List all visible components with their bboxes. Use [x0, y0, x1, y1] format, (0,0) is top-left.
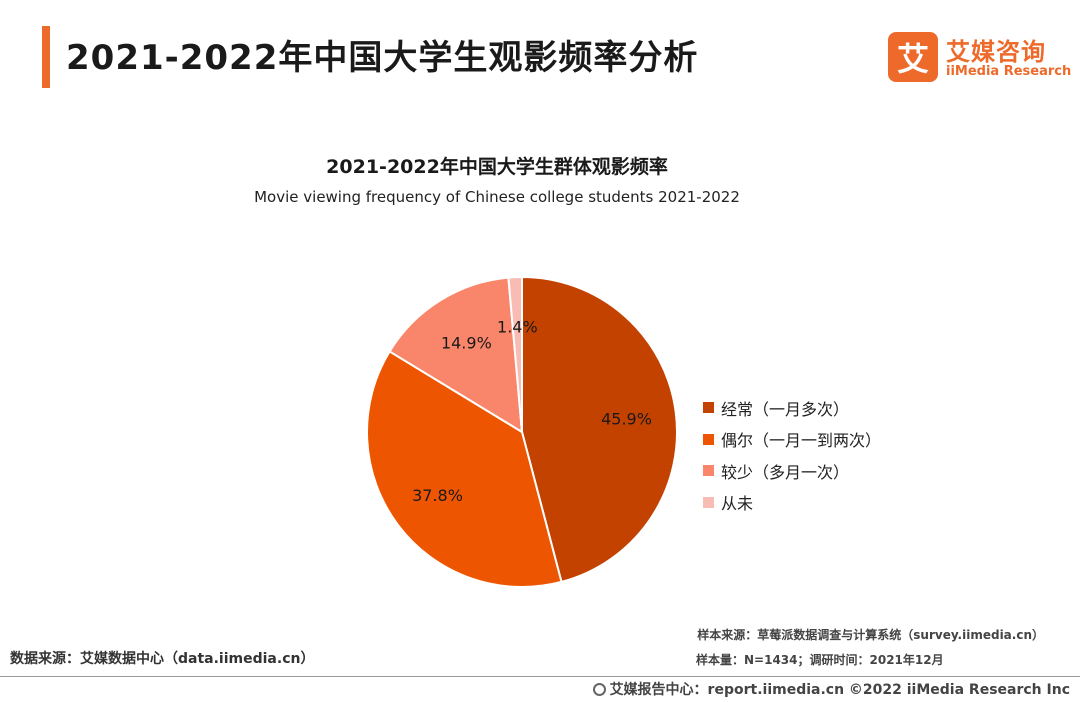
slice-label-0: 45.9%	[601, 409, 652, 428]
logo-mark-icon: 艾	[888, 32, 938, 82]
legend-item-0: 经常（一月多次）	[703, 392, 881, 424]
pie-slice-3	[507, 275, 523, 433]
pie-slice-1	[366, 350, 563, 588]
sample-source: 样本来源：草莓派数据调查与计算系统（survey.iimedia.cn）	[697, 628, 1044, 642]
legend-label-0: 经常（一月多次）	[721, 399, 850, 419]
legend-swatch-2	[703, 465, 714, 477]
legend-label-2: 较少（多月一次）	[721, 462, 850, 482]
logo-name-en: iiMedia Research	[946, 64, 1072, 79]
title-accent-bar	[42, 26, 50, 88]
slice-label-2: 14.9%	[441, 333, 492, 352]
legend-item-1: 偶尔（一月一到两次）	[703, 424, 881, 456]
chart-legend: 经常（一月多次） 偶尔（一月一到两次） 较少（多月一次） 从未	[703, 392, 881, 518]
globe-icon	[592, 682, 606, 696]
legend-label-1: 偶尔（一月一到两次）	[721, 431, 882, 451]
footer-divider	[0, 676, 1080, 677]
legend-swatch-0	[703, 402, 714, 414]
logo-name-cn: 艾媒咨询	[946, 38, 1046, 66]
slice-label-3: 1.4%	[497, 318, 538, 337]
legend-item-3: 从未	[703, 487, 881, 519]
chart-subtitle: Movie viewing frequency of Chinese colle…	[254, 188, 740, 206]
copyright-line: 艾媒报告中心：report.iimedia.cn ©2022 iiMedia R…	[592, 679, 1070, 699]
data-source: 数据来源：艾媒数据中心（data.iimedia.cn）	[10, 651, 315, 667]
legend-label-3: 从未	[721, 494, 754, 514]
legend-item-2: 较少（多月一次）	[703, 455, 881, 487]
brand-logo: 艾 艾媒咨询 iiMedia Research	[888, 32, 1071, 82]
pie-slice-0	[521, 275, 678, 584]
sample-size: 样本量：N=1434；调研时间：2021年12月	[696, 653, 944, 667]
slice-label-1: 37.8%	[412, 486, 463, 505]
page-title: 2021-2022年中国大学生观影频率分析	[66, 38, 699, 78]
chart-title: 2021-2022年中国大学生群体观影频率	[326, 156, 668, 178]
pie-slice-2	[388, 276, 524, 434]
legend-swatch-3	[703, 496, 714, 508]
legend-swatch-1	[703, 433, 714, 445]
copyright-text: 艾媒报告中心：report.iimedia.cn ©2022 iiMedia R…	[609, 682, 1070, 698]
